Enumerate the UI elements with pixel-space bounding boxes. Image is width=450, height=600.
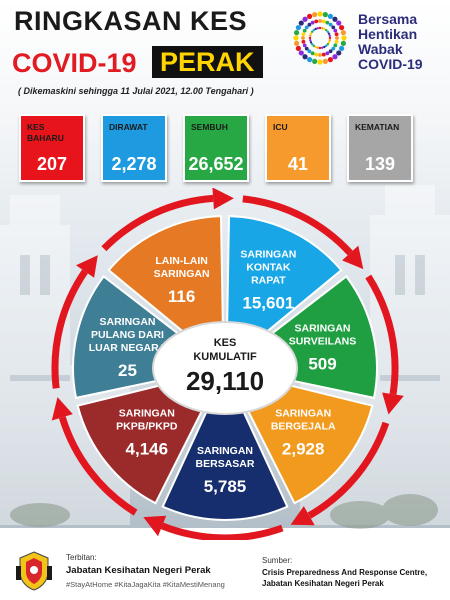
page-title: RINGKASAN KES	[14, 6, 248, 36]
stat-value: 26,652	[188, 154, 244, 174]
segment-value: 509	[308, 355, 336, 374]
segment-label: SARINGAN	[240, 248, 296, 260]
campaign-text: Bersama Hentikan Wabak COVID-19	[358, 12, 423, 72]
cycle-arrowhead	[76, 255, 98, 278]
state-label: PERAK	[160, 47, 255, 77]
center-value: 29,110	[186, 366, 264, 396]
screening-wheel: SARINGANKONTAKRAPAT15,601SARINGANSURVEIL…	[51, 188, 404, 542]
campaign-logo-icon	[293, 11, 347, 65]
center-label: KUMULATIF	[193, 351, 257, 363]
footer	[0, 540, 450, 600]
source-line-1: Crisis Preparedness And Response Centre,	[262, 568, 428, 577]
cycle-arrowhead	[290, 506, 315, 526]
segment-value: 15,601	[242, 293, 294, 312]
cycle-arrow	[51, 269, 88, 389]
segment-label: SARINGAN	[99, 316, 155, 328]
stat-value: 207	[36, 154, 68, 174]
stat-box-treated: DIRAWAT 2,278	[101, 114, 167, 182]
wheel-segment	[243, 377, 374, 505]
segment-label: SARINGAN	[294, 323, 350, 335]
wheel-segment	[161, 403, 289, 521]
covid-title: COVID-19	[12, 48, 137, 78]
stat-label: KEMATIAN	[355, 122, 400, 132]
cycle-arrowhead	[143, 515, 167, 537]
segment-value: 25	[118, 361, 137, 380]
segment-label: SARINGAN	[197, 445, 253, 457]
source-line-2: Jabatan Kesihatan Negeri Perak	[262, 579, 384, 588]
segment-value: 116	[168, 287, 195, 306]
cycle-arrowhead	[342, 245, 364, 270]
stat-label: KES BAHARU	[27, 122, 64, 143]
segment-value: 4,146	[126, 439, 169, 458]
publisher-name: Jabatan Kesihatan Negeri Perak	[66, 565, 211, 576]
wheel-segment	[226, 215, 343, 343]
cycle-arrowhead	[51, 397, 73, 421]
stat-box-icu: ICU 41	[265, 114, 331, 182]
stat-value: 41	[287, 154, 309, 174]
wheel-segment	[107, 215, 224, 343]
stat-box-recovered: SEMBUH 26,652	[183, 114, 249, 182]
stat-value: 139	[364, 154, 396, 174]
wheel-segment	[76, 377, 207, 505]
source-label: Sumber:	[262, 556, 293, 565]
segment-label: BERSASAR	[196, 458, 255, 470]
segment-label: LAIN-LAIN	[155, 255, 208, 267]
campaign-line-2: Hentikan	[358, 26, 418, 42]
campaign-line-4: COVID-19	[358, 56, 423, 72]
cycle-arrow	[160, 522, 284, 542]
stat-label: SEMBUH	[191, 122, 228, 132]
cycle-arrowhead	[212, 188, 234, 210]
segment-label: SARINGAN	[154, 268, 210, 280]
segment-label: SURVEILANS	[289, 336, 357, 348]
stat-label: DIRAWAT	[109, 122, 148, 132]
updated-note: ( Dikemaskini sehingga 11 Julai 2021, 12…	[18, 86, 254, 96]
segment-label: SARINGAN	[119, 407, 175, 419]
center-label: KES	[214, 337, 237, 349]
cycle-arrowhead	[382, 392, 404, 415]
state-crest-icon	[16, 551, 52, 591]
segment-label: KONTAK	[246, 261, 291, 273]
cycle-arrow	[307, 421, 390, 519]
cycle-arrow	[101, 194, 214, 252]
publisher-label: Terbitan:	[66, 553, 97, 562]
stat-value: 2,278	[111, 154, 157, 174]
campaign-line-1: Bersama	[358, 11, 418, 27]
segment-value: 2,928	[282, 439, 325, 458]
campaign-line-3: Wabak	[358, 41, 403, 57]
segment-label: PULANG DARI	[91, 329, 164, 341]
segment-value: 5,785	[204, 477, 247, 496]
segment-label: PKPB/PKPD	[116, 420, 178, 432]
segment-label: RAPAT	[251, 274, 286, 286]
cycle-arrow	[365, 274, 399, 395]
stat-box-new-cases: KES BAHARU 207	[19, 114, 85, 182]
cycle-arrow	[58, 416, 138, 516]
segment-label: LUAR NEGARA	[89, 342, 167, 354]
segment-label: SARINGAN	[275, 407, 331, 419]
state-badge: PERAK	[152, 46, 263, 78]
segment-label: BERGEJALA	[271, 420, 336, 432]
stat-label: ICU	[273, 122, 288, 132]
stat-box-deaths: KEMATIAN 139	[347, 114, 413, 182]
hashtags: #StayAtHome #KitaJagaKita #KitaMestiMena…	[66, 580, 225, 589]
center-badge	[152, 321, 298, 415]
cycle-arrow	[242, 195, 353, 256]
